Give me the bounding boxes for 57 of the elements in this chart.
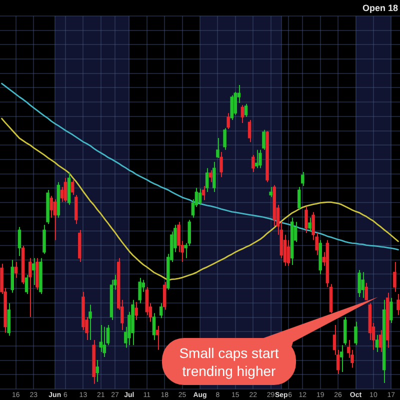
candlestick [74, 194, 78, 225]
candlestick [198, 188, 202, 206]
candlestick [152, 312, 156, 340]
candlestick [375, 334, 379, 352]
candlestick [240, 104, 244, 124]
text: Open 18 [362, 3, 398, 13]
candlestick [10, 259, 14, 294]
candlestick [244, 103, 248, 118]
candlestick [138, 277, 142, 304]
candlestick [304, 206, 308, 234]
candlestick [70, 180, 74, 196]
candlestick [258, 149, 262, 169]
candlestick [269, 186, 272, 198]
candlestick [18, 226, 22, 256]
candlestick [205, 168, 209, 193]
candlestick [248, 120, 252, 143]
candlestick [202, 186, 206, 201]
candlestick [364, 282, 368, 300]
candlestick [88, 304, 92, 340]
candlestick [308, 217, 312, 232]
candlestick [102, 326, 106, 358]
candlestick [251, 154, 255, 173]
annotation: Small caps start trending higher [162, 338, 296, 385]
candlestick [208, 170, 212, 183]
candlestick [361, 272, 364, 298]
candlestick [262, 129, 266, 150]
candlestick [64, 177, 68, 202]
candlestick [134, 302, 138, 320]
candlestick [226, 112, 230, 130]
candlestick [7, 302, 10, 336]
candlestick [390, 297, 393, 324]
candlestick [50, 195, 53, 218]
candlestick [28, 258, 32, 318]
candlestick [340, 344, 344, 372]
candlestick [96, 360, 99, 382]
candlestick [396, 293, 400, 316]
candlestick [159, 302, 163, 319]
candlestick [344, 316, 347, 346]
candlestick [14, 261, 18, 278]
candlestick [223, 128, 226, 150]
candlestick [358, 270, 361, 298]
candlestick [212, 161, 216, 193]
candlestick [230, 94, 234, 121]
candlestick [32, 258, 36, 286]
candlestick [162, 282, 166, 310]
candlestick [53, 198, 56, 241]
candlestick [301, 172, 304, 187]
candlestick [220, 151, 223, 178]
candlestick [297, 186, 301, 210]
candlestick [60, 186, 64, 202]
candlestick [216, 137, 220, 158]
candlestick [378, 330, 382, 352]
candlestick [42, 224, 46, 254]
candlestick [393, 261, 396, 292]
candlestick [24, 274, 28, 294]
candlestick [354, 321, 358, 346]
candlestick [255, 149, 258, 169]
